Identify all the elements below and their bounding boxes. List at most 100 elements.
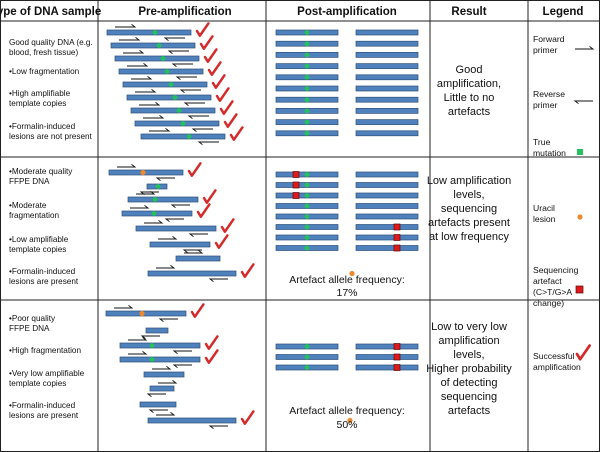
true-mutation-icon <box>304 354 310 360</box>
sample-description-line: fragmentation <box>9 211 60 220</box>
successful-amplification-icon <box>240 263 255 278</box>
result-line: sequencing <box>441 391 497 403</box>
successful-amplification-icon <box>220 218 235 233</box>
reverse-primer-icon <box>170 204 190 208</box>
post-amplification-strands: Artefact allele frequency:17%Artefact al… <box>275 29 419 431</box>
sample-description-line: lesions are not present <box>9 132 93 141</box>
legend-label: lesion <box>533 214 556 224</box>
reverse-primer-icon <box>148 409 168 413</box>
true-mutation-icon <box>160 56 166 61</box>
sample-description-line: FFPE DNA <box>9 324 50 333</box>
legend-label: Uracil <box>533 203 555 213</box>
true-mutation-icon <box>164 69 170 74</box>
legend-label: Reverse <box>533 89 565 99</box>
dna-strand <box>355 29 419 36</box>
sample-description-line: Good quality DNA (e.g. <box>9 38 93 47</box>
legend-label: Sequencing <box>533 265 579 275</box>
sample-description-line: template copies <box>9 245 66 254</box>
true-mutation-icon <box>168 82 174 87</box>
artefact-frequency-value: 17% <box>336 287 357 299</box>
forward-primer-icon <box>123 50 145 54</box>
legend-label: primer <box>533 45 557 55</box>
dna-strand <box>130 107 216 114</box>
sequencing-artefact-icon <box>575 285 584 294</box>
dna-strand <box>355 203 419 209</box>
true-mutation-icon <box>152 197 158 202</box>
legend-label: True <box>533 137 551 147</box>
successful-amplification-icon <box>204 349 219 364</box>
reverse-primer-icon <box>191 128 213 132</box>
sample-description-line: •Low fragmentation <box>9 67 80 76</box>
true-mutation-icon <box>304 108 310 114</box>
successful-amplification-icon <box>203 48 218 63</box>
dna-strand <box>118 68 204 75</box>
sequencing-artefact-icon <box>393 353 401 361</box>
result-line: Higher probability <box>426 363 512 375</box>
forward-primer-icon <box>136 191 156 195</box>
dna-strand <box>139 401 177 408</box>
successful-amplification-icon <box>214 234 229 249</box>
pre-amplification-strands <box>105 22 355 429</box>
true-mutation-icon <box>149 343 155 348</box>
dna-strand <box>105 310 187 317</box>
dna-strand <box>114 55 200 62</box>
reverse-primer-icon <box>187 115 209 119</box>
forward-primer-icon <box>128 351 148 355</box>
result-line: at low frequency <box>429 231 510 243</box>
dna-strand <box>175 255 221 262</box>
true-mutation-icon <box>304 86 310 91</box>
sequencing-artefact-icon <box>393 244 401 252</box>
reverse-primer-icon <box>182 249 202 253</box>
dna-strand <box>355 74 419 81</box>
true-mutation-icon <box>304 182 310 188</box>
forward-primer-icon <box>156 412 176 416</box>
true-mutation-icon <box>304 365 310 370</box>
forward-primer-icon <box>130 205 150 209</box>
reverse-primer-icon <box>155 177 175 181</box>
sequencing-artefact-icon <box>393 234 401 241</box>
dna-strand <box>119 342 201 349</box>
forward-primer-icon <box>158 380 178 384</box>
forward-primer-icon <box>127 63 149 67</box>
result-line: amplification, <box>437 78 501 90</box>
true-mutation-icon <box>304 224 310 230</box>
reverse-primer-icon <box>140 335 160 339</box>
successful-amplification-icon <box>223 113 238 128</box>
header-pre-amplification: Pre-amplification <box>138 6 231 18</box>
dna-strand <box>355 108 419 114</box>
dna-strand <box>355 119 419 125</box>
dna-strand <box>149 385 175 392</box>
reverse-primer-icon <box>208 278 228 282</box>
reverse-primer-icon <box>163 37 185 41</box>
successful-amplification-icon <box>211 74 226 89</box>
artefact-frequency-label: Artefact allele frequency: <box>289 274 405 286</box>
dna-strand <box>106 29 192 36</box>
successful-amplification-icon <box>202 189 217 204</box>
legend-label: Successful <box>533 351 575 361</box>
header-legend: Legend <box>543 6 584 18</box>
true-mutation-icon <box>304 344 310 349</box>
dna-strand <box>140 133 226 140</box>
result-line: Low to very low <box>431 321 507 333</box>
sample-description-line: •Formalin-induced <box>9 401 76 410</box>
true-mutation-icon <box>304 130 310 136</box>
dna-strand <box>355 130 419 137</box>
dna-strand <box>355 245 419 251</box>
uracil-lesion-icon <box>139 310 145 317</box>
legend-panel: ForwardprimerReverseprimerTruemutationUr… <box>533 34 595 372</box>
true-mutation-icon <box>151 211 157 216</box>
successful-amplification-icon <box>215 87 230 102</box>
sample-description-line: •Formalin-induced <box>9 122 76 131</box>
sample-description-line: •Moderate <box>9 201 47 210</box>
successful-amplification-icon <box>190 303 205 318</box>
legend-label: (C>T/G>A <box>533 287 572 297</box>
dna-strand <box>355 192 419 199</box>
result-line: sequencing <box>441 203 497 215</box>
result-line: Low amplification <box>427 175 511 187</box>
reverse-primer-icon <box>197 141 219 145</box>
dna-strand <box>149 241 211 248</box>
dna-strand <box>110 42 196 49</box>
successful-amplification-icon <box>207 61 222 76</box>
dna-strand <box>127 196 199 203</box>
true-mutation-icon <box>304 214 310 219</box>
